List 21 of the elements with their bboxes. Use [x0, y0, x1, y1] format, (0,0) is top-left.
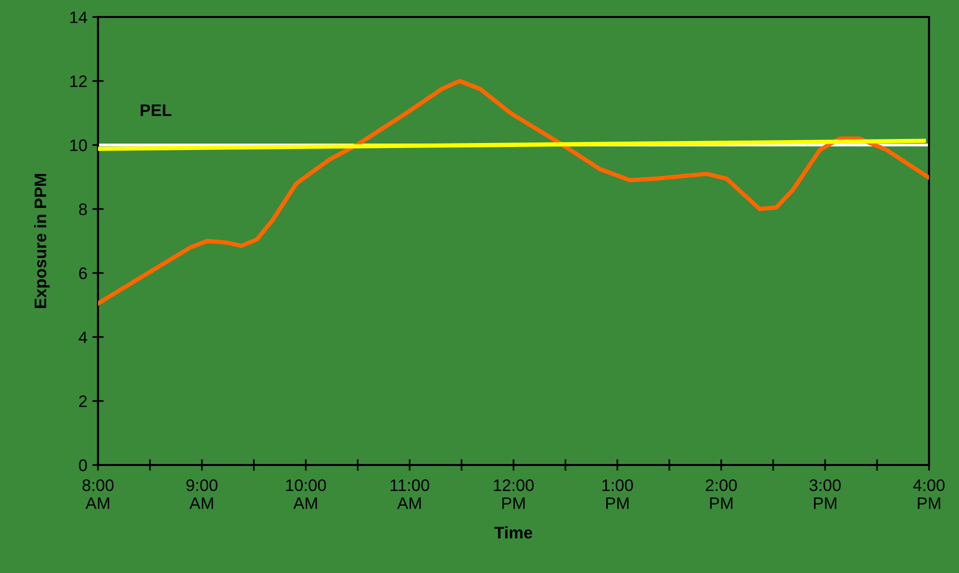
x-tick-label: 8:00 AM [82, 479, 114, 509]
x-tick-label: 3:00 PM [810, 479, 841, 509]
x-tick-label: 2:00 PM [706, 479, 737, 509]
y-tick-label: 12 [70, 75, 87, 88]
x-tick-label: 12:00 PM [494, 479, 534, 509]
y-tick-label: 4 [78, 332, 88, 344]
x-tick-label: 10:00 AM [286, 479, 326, 509]
y-tick-label: 10 [70, 139, 87, 152]
y-axis-title: Exposure in PPM [34, 174, 50, 308]
ref-line-label: PEL [140, 104, 172, 116]
y-tick-label: 2 [79, 395, 87, 408]
x-tick-label: 9:00 AM [186, 479, 218, 509]
y-tick-label: 6 [79, 267, 87, 280]
line-series [98, 78, 929, 306]
x-tick-label: 4:00 PM [913, 479, 945, 509]
y-tick-label: 0 [78, 459, 87, 472]
x-tick-label: 1:00 PM [602, 479, 633, 509]
x-tick-label: 11:00 AM [390, 479, 430, 509]
y-tick-label: 8 [79, 203, 87, 216]
y-tick-label: 14 [70, 12, 88, 24]
x-axis-title: Time [494, 526, 532, 539]
